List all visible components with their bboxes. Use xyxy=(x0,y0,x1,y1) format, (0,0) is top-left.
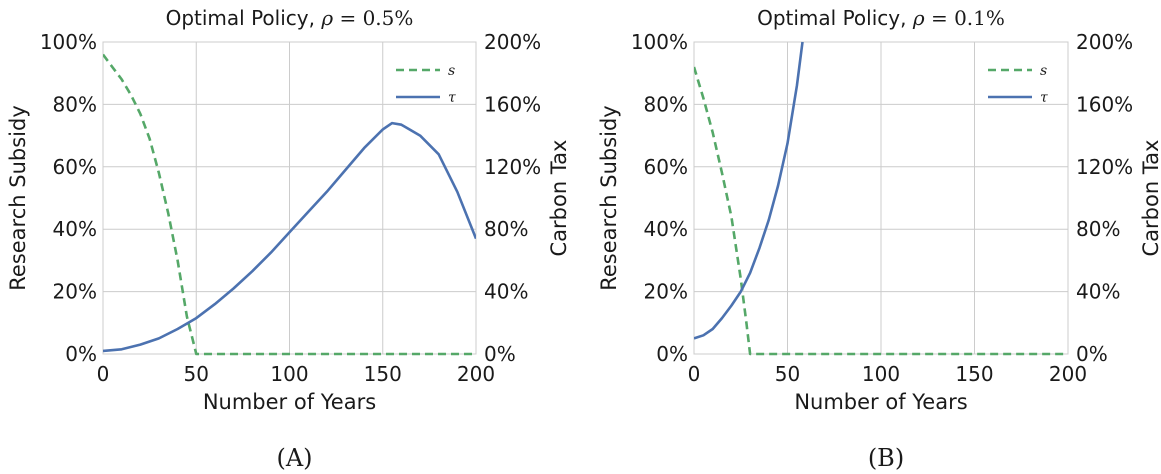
y-tick-label-left: 100% xyxy=(631,30,688,54)
y-tick-label-left: 0% xyxy=(656,342,688,366)
series-line-tau xyxy=(103,121,476,353)
x-tick-label: 100 xyxy=(270,362,308,386)
y-tick-label-right: 160% xyxy=(1076,92,1133,116)
y-tick-label-right: 80% xyxy=(484,217,528,241)
y-tick-label-right: 0% xyxy=(1076,342,1108,366)
caption-a: (A) xyxy=(276,444,312,472)
x-tick-label: 150 xyxy=(364,362,402,386)
legend-label: s xyxy=(448,63,455,79)
legend-label: s xyxy=(1040,63,1047,79)
y-tick-label-left: 40% xyxy=(644,217,688,241)
series-layer-a xyxy=(103,53,476,356)
y-tick-label-left: 60% xyxy=(53,155,97,179)
y-axis-label-right-b: Carbon Tax xyxy=(1139,140,1161,257)
x-tick-label: 50 xyxy=(775,362,800,386)
series-line-s xyxy=(103,53,476,356)
y-tick-label-right: 40% xyxy=(484,280,528,304)
chart-panel-b: 0 50 100 150 2000%20%40%60%80%100%0%40%80%12… xyxy=(597,6,1161,472)
y-tick-label-left: 20% xyxy=(53,280,97,304)
grid-lines-a xyxy=(102,41,477,355)
chart-title-b: Optimal Policy, ρ = 0.1% xyxy=(757,6,1005,30)
x-tick-label: 50 xyxy=(184,362,209,386)
chart-panel-a: 0 50 100 150 2000%20%40%60%80%100%0%40%80%12… xyxy=(6,6,571,472)
series-layer-b xyxy=(694,41,1068,356)
y-axis-label-left-b: Research Subsidy xyxy=(597,105,621,291)
x-tick-label: 200 xyxy=(1049,362,1087,386)
legend-label: τ xyxy=(448,90,456,106)
y-tick-label-left: 20% xyxy=(644,280,688,304)
y-tick-label-left: 80% xyxy=(644,92,688,116)
y-tick-label-right: 200% xyxy=(1076,30,1133,54)
y-tick-label-left: 60% xyxy=(644,155,688,179)
grid-lines-b xyxy=(693,41,1069,355)
x-tick-label: 150 xyxy=(955,362,993,386)
legend-b: sτ xyxy=(988,63,1048,106)
y-axis-label-left-a: Research Subsidy xyxy=(6,105,30,291)
y-tick-label-right: 80% xyxy=(1076,217,1120,241)
x-axis-label-a: Number of Years xyxy=(203,390,376,414)
y-tick-label-left: 40% xyxy=(53,217,97,241)
y-tick-label-left: 80% xyxy=(53,92,97,116)
tick-labels-b: 0 50 100 150 2000%20%40%60%80%100%0%40%80%12… xyxy=(631,30,1133,386)
legend-a: sτ xyxy=(396,63,456,106)
y-tick-label-right: 120% xyxy=(484,155,541,179)
x-tick-label: 200 xyxy=(457,362,495,386)
x-tick-label: 0 xyxy=(688,362,701,386)
y-tick-label-right: 160% xyxy=(484,92,541,116)
x-axis-label-b: Number of Years xyxy=(794,390,967,414)
tick-labels-a: 0 50 100 150 2000%20%40%60%80%100%0%40%80%12… xyxy=(40,30,541,386)
caption-b: (B) xyxy=(868,444,904,472)
x-tick-label: 0 xyxy=(97,362,110,386)
y-tick-label-right: 120% xyxy=(1076,155,1133,179)
y-tick-label-right: 200% xyxy=(484,30,541,54)
y-axis-label-right-a: Carbon Tax xyxy=(547,140,571,257)
x-tick-label: 100 xyxy=(862,362,900,386)
y-tick-label-right: 40% xyxy=(1076,280,1120,304)
legend-label: τ xyxy=(1040,90,1048,106)
y-tick-label-left: 0% xyxy=(65,342,97,366)
series-line-tau xyxy=(694,41,804,340)
y-tick-label-left: 100% xyxy=(40,30,97,54)
series-line-s xyxy=(694,66,1068,356)
y-tick-label-right: 0% xyxy=(484,342,516,366)
chart-title-a: Optimal Policy, ρ = 0.5% xyxy=(166,6,414,30)
